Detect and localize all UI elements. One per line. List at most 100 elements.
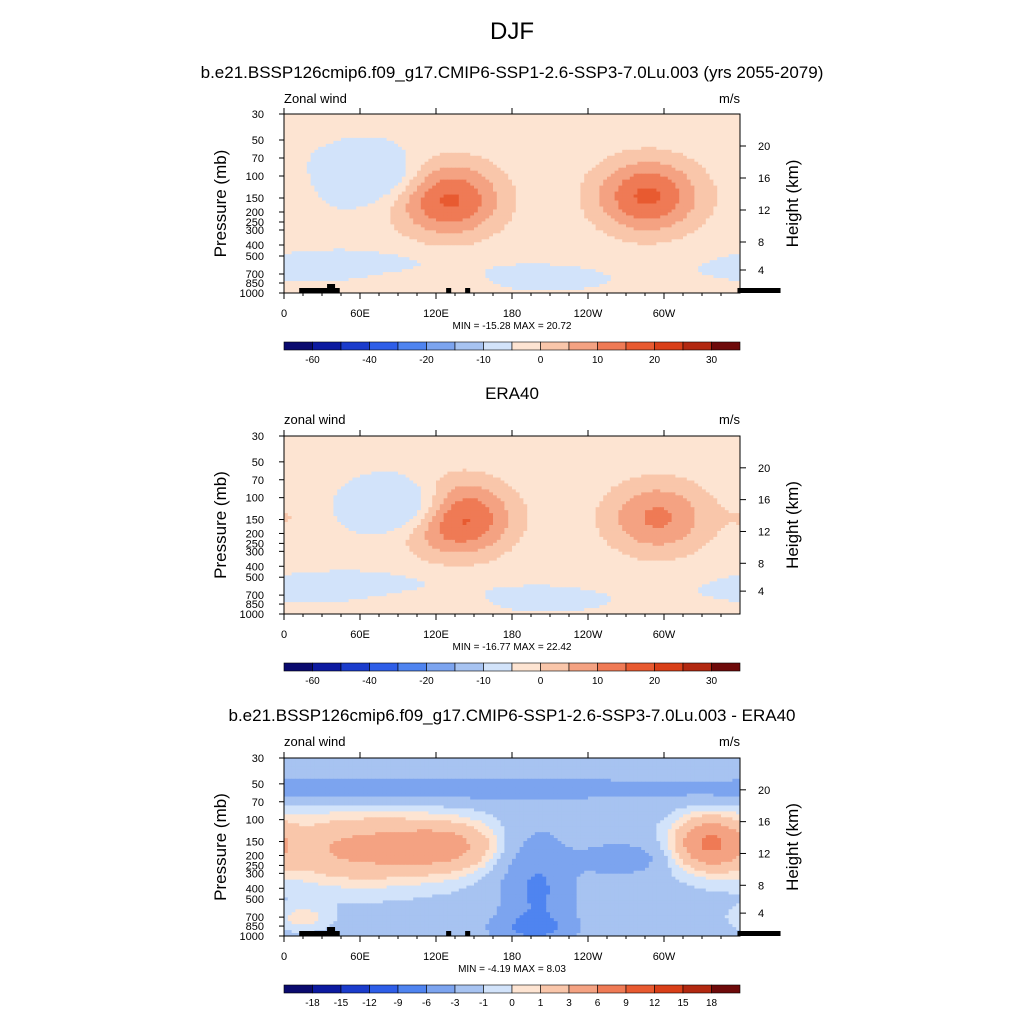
panel-1-field-cell — [329, 206, 334, 210]
panel-1-field-cell — [325, 125, 330, 130]
panel-1-field-cell — [686, 140, 691, 145]
panel-1-field-cell — [481, 224, 486, 228]
panel-1-field-cell — [284, 194, 289, 198]
panel-1-field-cell — [417, 164, 422, 169]
panel-1-field-cell — [303, 200, 308, 204]
panel-1-field-cell — [424, 161, 429, 166]
panel-1-field-cell — [591, 233, 596, 237]
panel-1-field-cell — [614, 116, 619, 121]
panel-1-field-cell — [318, 140, 323, 145]
panel-1-field-cell — [443, 233, 448, 237]
panel-1-field-cell — [382, 206, 387, 210]
panel-1-field-cell — [538, 128, 543, 133]
panel-1-field-cell — [432, 125, 437, 130]
panel-1-field-cell — [337, 197, 342, 201]
panel-1-field-cell — [322, 152, 327, 157]
panel-1-field-cell — [705, 194, 710, 198]
panel-1-field-cell — [580, 203, 585, 207]
panel-1-field-cell — [515, 140, 520, 145]
panel-1-field-cell — [652, 179, 657, 184]
panel-1-field-cell — [333, 164, 338, 169]
panel-1-field-cell — [679, 161, 684, 166]
panel-1-field-cell — [458, 221, 463, 225]
panel-1-field-cell — [679, 116, 684, 121]
panel-1-field-cell — [629, 170, 634, 175]
panel-1-field-cell — [303, 188, 308, 192]
panel-1-field-cell — [660, 125, 665, 130]
panel-1-field-cell — [474, 152, 479, 157]
panel-1-field-cell — [679, 173, 684, 178]
panel-1-field-cell — [717, 179, 722, 184]
panel-1-field-cell — [287, 125, 292, 130]
panel-1-field-cell — [713, 152, 718, 157]
panel-1-field-cell — [375, 185, 380, 189]
panel-1-field-cell — [664, 122, 669, 127]
panel-1-field-cell — [344, 179, 349, 184]
panel-1-field-cell — [493, 233, 498, 237]
panel-1-field-cell — [588, 209, 593, 213]
panel-1-field-cell — [569, 161, 574, 166]
panel-1-field-cell — [717, 188, 722, 192]
panel-1-field-cell — [626, 140, 631, 145]
panel-1-field-cell — [595, 191, 600, 195]
panel-1-field-cell — [413, 143, 418, 148]
panel-1-field-cell — [607, 194, 612, 198]
panel-1-field-cell — [428, 215, 433, 219]
panel-1-field-cell — [584, 152, 589, 157]
panel-1-field-cell — [576, 179, 581, 184]
panel-1-field-cell — [318, 188, 323, 192]
panel-1-field-cell — [607, 170, 612, 175]
panel-1-field-cell — [724, 143, 729, 148]
panel-1-field-cell — [694, 125, 699, 130]
panel-1-field-cell — [569, 182, 574, 186]
panel-1-field-cell — [721, 122, 726, 127]
panel-1-field-cell — [717, 167, 722, 172]
panel-1-field-cell — [481, 197, 486, 201]
panel-1-field-cell — [736, 164, 741, 169]
panel-1-field-cell — [694, 203, 699, 207]
panel-1-field-cell — [538, 230, 543, 234]
panel-1-field-cell — [489, 224, 494, 228]
panel-1-field-cell — [299, 209, 304, 213]
panel-1-field-cell — [713, 170, 718, 175]
panel-1-field-cell — [584, 137, 589, 142]
panel-1-field-cell — [474, 119, 479, 124]
panel-1-field-cell — [481, 194, 486, 198]
panel-1-field-cell — [420, 221, 425, 225]
panel-1-field-cell — [622, 173, 627, 178]
panel-1-field-cell — [477, 161, 482, 166]
panel-1-field-cell — [310, 206, 315, 210]
panel-1-field-cell — [667, 191, 672, 195]
panel-1-field-cell — [371, 179, 376, 184]
panel-1-field-cell — [424, 170, 429, 175]
panel-1-field-cell — [622, 230, 627, 234]
panel-1-field-cell — [645, 215, 650, 219]
panel-1-field-cell — [618, 221, 623, 225]
panel-1-field-cell — [341, 167, 346, 172]
panel-1-field-cell — [569, 179, 574, 184]
panel-1-field-cell — [360, 206, 365, 210]
panel-1-field-cell — [629, 185, 634, 189]
panel-1-field-cell — [409, 170, 414, 175]
panel-1-field-cell — [458, 233, 463, 237]
panel-1-field-cell — [709, 182, 714, 186]
panel-1-field-cell — [352, 218, 357, 222]
panel-1-field-cell — [709, 155, 714, 160]
panel-1-field-cell — [553, 158, 558, 163]
panel-1-field-cell — [356, 116, 361, 121]
panel-1-field-cell — [284, 140, 289, 145]
panel-1-field-cell — [466, 194, 471, 198]
panel-1-field-cell — [299, 161, 304, 166]
panel-1-field-cell — [443, 218, 448, 222]
panel-1-field-cell — [603, 197, 608, 201]
panel-1-field-cell — [420, 227, 425, 231]
panel-1-field-cell — [428, 227, 433, 231]
panel-1-field-cell — [325, 233, 330, 237]
panel-1-field-cell — [477, 152, 482, 157]
panel-1-field-cell — [291, 173, 296, 178]
panel-3-title: b.e21.BSSP126cmip6.f09_g17.CMIP6-SSP1-2.… — [0, 706, 1024, 726]
panel-1-field-cell — [291, 134, 296, 139]
panel-1-field-cell — [337, 158, 342, 163]
panel-1-field-cell — [599, 188, 604, 192]
panel-1-field-cell — [645, 233, 650, 237]
